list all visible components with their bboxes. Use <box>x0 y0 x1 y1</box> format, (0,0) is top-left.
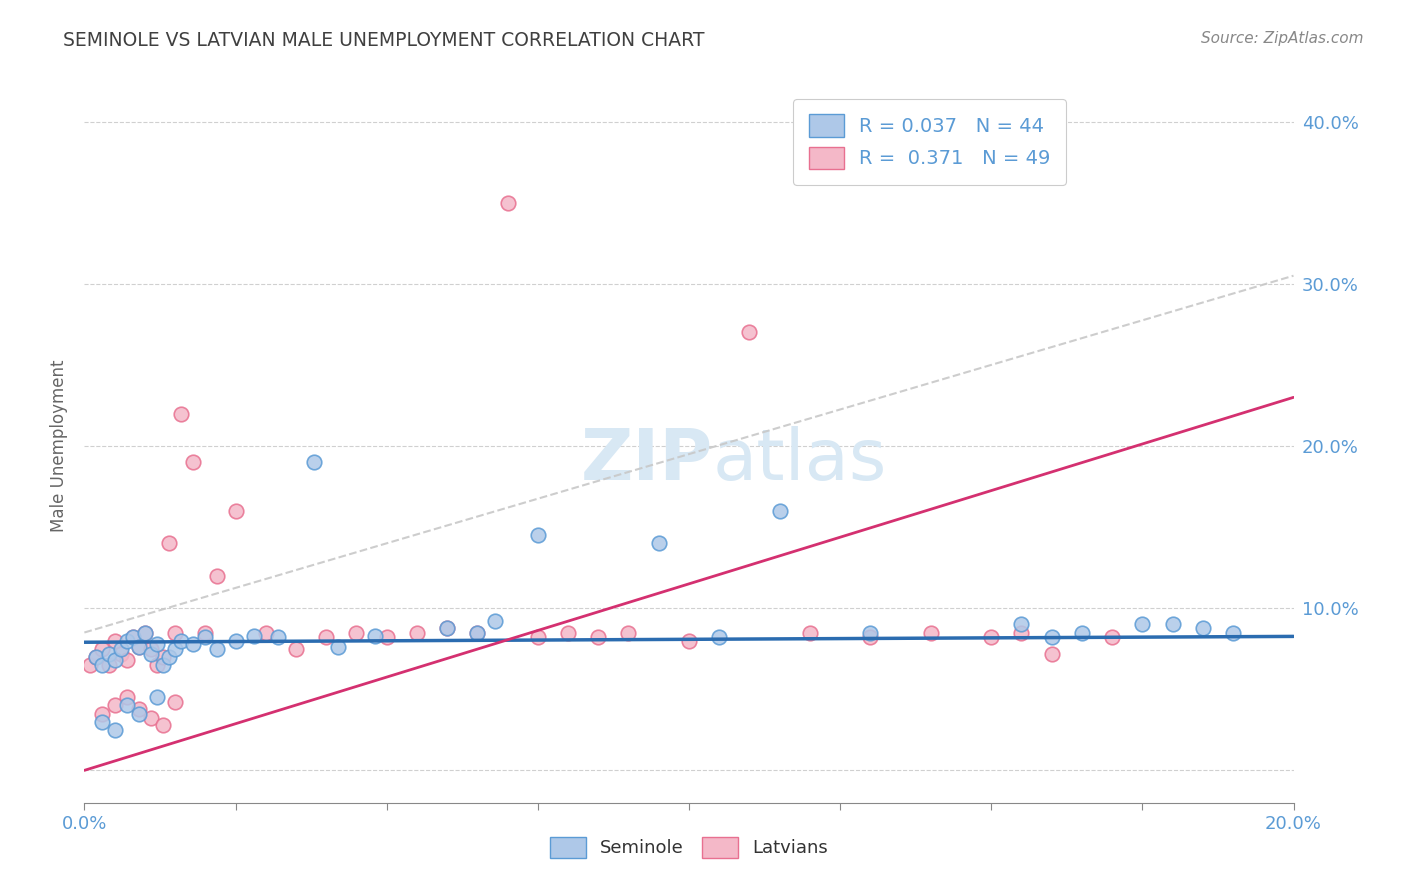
Point <box>484 614 506 628</box>
Point <box>648 536 671 550</box>
Point <box>134 625 156 640</box>
Point <box>152 657 174 672</box>
Point <box>91 706 114 721</box>
Point <box>1192 621 1215 635</box>
Point <box>97 647 120 661</box>
Text: atlas: atlas <box>713 425 887 495</box>
Point <box>1101 631 1123 645</box>
Point <box>467 625 489 640</box>
Point <box>128 702 150 716</box>
Point <box>588 631 610 645</box>
Point <box>104 698 127 713</box>
Point <box>557 625 579 640</box>
Point <box>121 631 143 645</box>
Point <box>97 657 120 672</box>
Point <box>121 631 143 645</box>
Point <box>225 504 247 518</box>
Point <box>110 641 132 656</box>
Point <box>165 641 187 656</box>
Point <box>678 633 700 648</box>
Point <box>181 455 204 469</box>
Point <box>375 631 398 645</box>
Point <box>859 625 882 640</box>
Point <box>1011 617 1033 632</box>
Point <box>1222 625 1244 640</box>
Point <box>799 625 821 640</box>
Point <box>181 637 204 651</box>
Point <box>104 653 127 667</box>
Point <box>1040 647 1063 661</box>
Point <box>91 714 114 729</box>
Point <box>467 625 489 640</box>
Point <box>146 657 169 672</box>
Point <box>709 631 731 645</box>
Point <box>436 621 458 635</box>
Point <box>527 631 550 645</box>
Point <box>406 625 429 640</box>
Text: Source: ZipAtlas.com: Source: ZipAtlas.com <box>1201 31 1364 46</box>
Point <box>194 625 217 640</box>
Point <box>128 640 150 654</box>
Point <box>496 195 519 210</box>
Point <box>285 641 308 656</box>
Point <box>1130 617 1153 632</box>
Point <box>769 504 792 518</box>
Point <box>527 528 550 542</box>
Point <box>86 649 108 664</box>
Point <box>139 641 162 656</box>
Point <box>146 637 169 651</box>
Point <box>139 711 162 725</box>
Point <box>242 629 264 643</box>
Point <box>302 455 325 469</box>
Point <box>165 625 187 640</box>
Point <box>115 633 138 648</box>
Point <box>152 649 174 664</box>
Point <box>1071 625 1094 640</box>
Point <box>1040 631 1063 645</box>
Point <box>165 695 187 709</box>
Point <box>104 633 127 648</box>
Point <box>91 657 114 672</box>
Point <box>134 625 156 640</box>
Point <box>267 631 290 645</box>
Point <box>363 629 385 643</box>
Text: SEMINOLE VS LATVIAN MALE UNEMPLOYMENT CORRELATION CHART: SEMINOLE VS LATVIAN MALE UNEMPLOYMENT CO… <box>63 31 704 50</box>
Point <box>146 690 169 705</box>
Legend: Seminole, Latvians: Seminole, Latvians <box>543 830 835 865</box>
Point <box>86 649 108 664</box>
Point <box>157 536 180 550</box>
Text: ZIP: ZIP <box>581 425 713 495</box>
Point <box>207 568 229 582</box>
Point <box>194 631 217 645</box>
Point <box>139 647 162 661</box>
Point <box>91 641 114 656</box>
Point <box>920 625 942 640</box>
Point <box>110 647 132 661</box>
Point <box>79 657 101 672</box>
Point <box>207 641 229 656</box>
Point <box>104 723 127 737</box>
Point <box>115 653 138 667</box>
Point <box>980 631 1002 645</box>
Point <box>254 625 277 640</box>
Point <box>128 706 150 721</box>
Point <box>1161 617 1184 632</box>
Point <box>157 649 180 664</box>
Point <box>738 326 761 340</box>
Point <box>152 718 174 732</box>
Point <box>170 633 193 648</box>
Point <box>328 640 350 654</box>
Point <box>1011 625 1033 640</box>
Point <box>859 631 882 645</box>
Y-axis label: Male Unemployment: Male Unemployment <box>51 359 69 533</box>
Point <box>115 690 138 705</box>
Point <box>315 631 337 645</box>
Point <box>346 625 368 640</box>
Point <box>128 640 150 654</box>
Point <box>617 625 640 640</box>
Point <box>115 698 138 713</box>
Point <box>225 633 247 648</box>
Point <box>170 407 193 421</box>
Point <box>436 621 458 635</box>
